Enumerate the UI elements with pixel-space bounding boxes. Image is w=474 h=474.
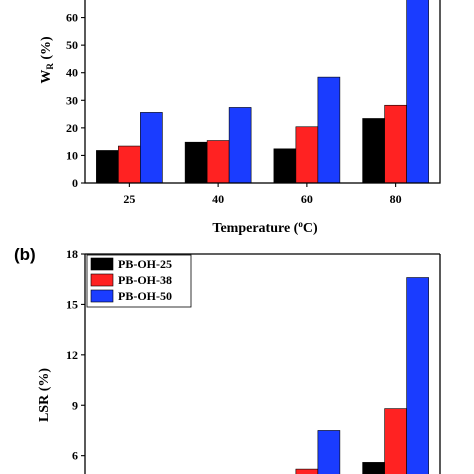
panel-a-bar-s3-60 (317, 76, 341, 184)
panel-a-ytick-label-0: 0 (72, 176, 78, 190)
panel-a-xlabel: Temperature (oC) (212, 219, 318, 236)
panel-b-bar-s3-60 (317, 430, 341, 474)
panel-a-xtick-label-40: 40 (212, 192, 224, 206)
panel-a-ytick-label-20: 20 (66, 121, 78, 135)
panel-b-bar-s2-60 (295, 468, 319, 474)
panel-a-bar-s2-60 (295, 126, 319, 184)
panel-b-ylabel: LSR (%) (37, 368, 52, 422)
legend-label-PB-OH-50: PB-OH-50 (118, 289, 172, 303)
panel-a-ytick-label-40: 40 (66, 66, 78, 80)
panel-a-bar-s2-40 (206, 140, 230, 184)
panel-b-letter: (b) (14, 245, 36, 264)
panel-b-bar-s1-80 (362, 462, 385, 474)
panel-a-xtick-label-60: 60 (301, 192, 313, 206)
panel-a-bar-s1-25 (96, 150, 119, 184)
panel-b-ytick-label-6: 6 (72, 449, 78, 463)
panel-a-ytick-label-50: 50 (66, 38, 78, 52)
panel-a-bar-s3-80 (406, 0, 429, 184)
panel-b-ytick-label-12: 12 (66, 348, 78, 362)
panel-a-bar-s2-25 (118, 145, 141, 184)
panel-a-ytick-label-60: 60 (66, 11, 78, 25)
panel-a-ytick-label-10: 10 (66, 148, 78, 162)
panel-a-bar-s1-40 (184, 141, 208, 184)
panel-a-chart: WR (%) Temperature (oC) 0 10 20 30 40 50 60 25 4… (39, 0, 441, 236)
panel-a-bar-s1-80 (362, 118, 385, 184)
panel-b-ytick-label-9: 9 (72, 398, 78, 412)
legend-swatch-PB-OH-38 (90, 273, 114, 287)
panel-a-xtick-label-25: 25 (123, 192, 135, 206)
panel-b-bar-s3-80 (406, 277, 429, 474)
legend-label-PB-OH-38: PB-OH-38 (118, 273, 172, 287)
panel-b-legend: PB-OH-25 PB-OH-38 PB-OH-50 (86, 254, 192, 308)
panel-a-bar-s3-40 (228, 107, 252, 184)
legend-label-PB-OH-25: PB-OH-25 (118, 257, 172, 271)
panel-b-chart: (b) LSR (%) 69121518PB-OH-25PB-OH-38PB-O… (14, 245, 441, 474)
panel-a-bar-s2-80 (384, 104, 407, 184)
legend-swatch-PB-OH-50 (90, 289, 114, 303)
panel-a-axes-frame (84, 0, 441, 184)
panel-b-ytick-label-15: 15 (66, 297, 78, 311)
panel-b-bar-s2-80 (384, 408, 407, 474)
panel-a-bar-s3-25 (140, 112, 163, 184)
legend-swatch-PB-OH-25 (90, 257, 114, 271)
panel-a-bar-s1-60 (273, 148, 297, 184)
panel-a-ytick-label-30: 30 (66, 93, 78, 107)
panel-b-ytick-label-18: 18 (66, 247, 78, 261)
panel-a-ylabel: WR (%) (39, 36, 55, 84)
panel-a-xtick-label-80: 80 (390, 192, 402, 206)
